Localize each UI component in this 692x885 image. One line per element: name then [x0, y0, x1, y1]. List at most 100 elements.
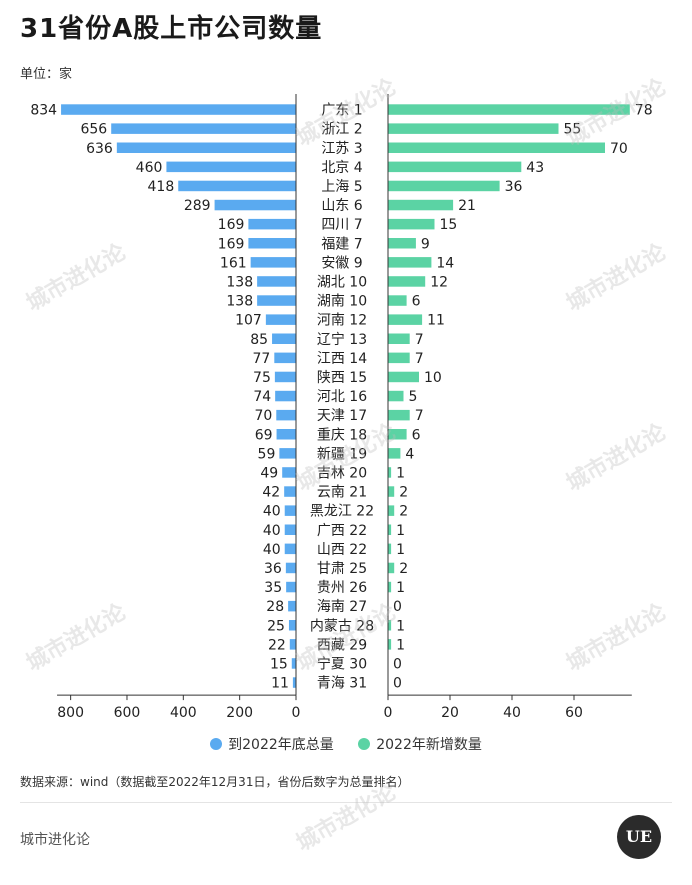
bar-total	[285, 562, 296, 574]
data-label-total: 15	[270, 656, 288, 672]
bar-new	[388, 390, 404, 402]
data-label-total: 25	[267, 618, 285, 634]
bar-new	[388, 276, 426, 287]
bar-new	[388, 543, 392, 555]
bar-new	[388, 104, 630, 115]
unit-label: 单位：家	[20, 67, 73, 82]
category-label: 湖北 10	[317, 274, 367, 290]
data-label-total: 418	[148, 179, 175, 195]
bar-new	[388, 562, 395, 574]
data-label-total: 28	[266, 599, 284, 615]
bar-new	[388, 429, 407, 440]
bar-new	[388, 180, 500, 192]
category-label: 吉林 20	[317, 465, 367, 481]
data-label-total: 107	[235, 313, 262, 329]
category-label: 广西 22	[317, 523, 367, 539]
data-label-total: 138	[226, 274, 253, 290]
bar-new	[388, 123, 559, 134]
bar-new	[388, 639, 392, 650]
chart-title: 31省份A股上市公司数量	[20, 14, 323, 44]
data-label-new: 1	[396, 465, 405, 481]
category-label: 黑龙江 22	[310, 504, 374, 520]
legend-label-total: 到2022年底总量	[228, 737, 334, 753]
data-label-total: 77	[252, 351, 270, 367]
bar-new	[388, 333, 410, 344]
data-label-new: 70	[610, 141, 628, 157]
right-tick-label: 40	[503, 705, 521, 721]
right-tick-label: 0	[384, 705, 393, 721]
bar-total	[289, 639, 296, 650]
category-label: 上海 5	[321, 179, 362, 195]
data-label-total: 75	[253, 370, 271, 386]
data-label-new: 4	[405, 446, 414, 462]
category-label: 青海 31	[317, 676, 367, 692]
data-label-total: 70	[254, 408, 272, 424]
data-label-total: 42	[262, 485, 280, 501]
data-label-total: 656	[80, 122, 107, 138]
data-label-new: 0	[393, 599, 402, 615]
bar-total	[166, 161, 296, 173]
data-label-new: 1	[396, 637, 405, 653]
legend-item-new: 2022年新增数量	[358, 734, 482, 754]
data-label-total: 69	[255, 427, 273, 443]
bar-new	[388, 581, 392, 593]
left-tick-label: 400	[170, 705, 197, 721]
data-label-new: 5	[409, 389, 418, 405]
data-label-total: 138	[226, 294, 253, 310]
data-label-total: 49	[260, 465, 278, 481]
bar-new	[388, 161, 522, 173]
bar-total	[61, 104, 297, 115]
category-label: 浙江 2	[321, 122, 362, 138]
data-label-new: 1	[396, 580, 405, 596]
data-label-new: 12	[430, 274, 448, 290]
data-label-new: 2	[399, 504, 408, 520]
bar-total	[282, 467, 296, 478]
data-label-total: 40	[263, 542, 281, 558]
bar-total	[250, 257, 296, 268]
data-label-total: 59	[258, 446, 276, 462]
legend-label-new: 2022年新增数量	[376, 737, 482, 753]
bar-new	[388, 352, 410, 364]
data-label-total: 36	[264, 561, 282, 577]
category-label: 宁夏 30	[317, 655, 367, 672]
data-label-new: 15	[440, 217, 458, 233]
bar-total	[276, 429, 296, 440]
data-label-total: 834	[30, 103, 57, 119]
category-label: 福建 7	[321, 236, 362, 252]
bar-total	[257, 295, 296, 306]
data-label-total: 289	[184, 198, 211, 214]
data-label-new: 43	[526, 160, 544, 176]
bar-new	[388, 620, 392, 631]
data-label-new: 7	[415, 351, 424, 367]
left-tick-label: 800	[57, 705, 84, 721]
data-label-new: 0	[393, 656, 402, 672]
left-tick-label: 200	[226, 705, 253, 721]
data-label-total: 85	[250, 332, 268, 348]
bar-total	[288, 600, 296, 612]
bar-new	[388, 371, 419, 383]
category-label: 河北 16	[317, 389, 367, 405]
bar-total	[214, 199, 296, 211]
bar-new	[388, 505, 395, 516]
category-label: 甘肃 25	[317, 561, 367, 577]
data-label-total: 460	[136, 160, 163, 176]
bar-total	[265, 314, 296, 325]
bar-total	[284, 486, 296, 497]
brand-name: 城市进化论	[20, 832, 90, 848]
category-label: 江西 14	[317, 351, 367, 367]
data-label-total: 40	[263, 523, 281, 539]
bar-new	[388, 314, 423, 325]
bar-total	[178, 180, 296, 192]
category-label: 重庆 18	[317, 427, 367, 443]
bar-total	[248, 238, 296, 249]
bar-total	[291, 658, 296, 669]
bar-total	[276, 409, 296, 421]
category-label: 天津 17	[317, 408, 367, 424]
data-label-new: 0	[393, 676, 402, 692]
category-label: 山西 22	[317, 542, 367, 558]
category-label: 辽宁 13	[317, 331, 367, 348]
data-label-new: 7	[415, 408, 424, 424]
data-label-new: 1	[396, 523, 405, 539]
category-label: 新疆 19	[317, 446, 367, 462]
category-label: 江苏 3	[321, 141, 362, 157]
